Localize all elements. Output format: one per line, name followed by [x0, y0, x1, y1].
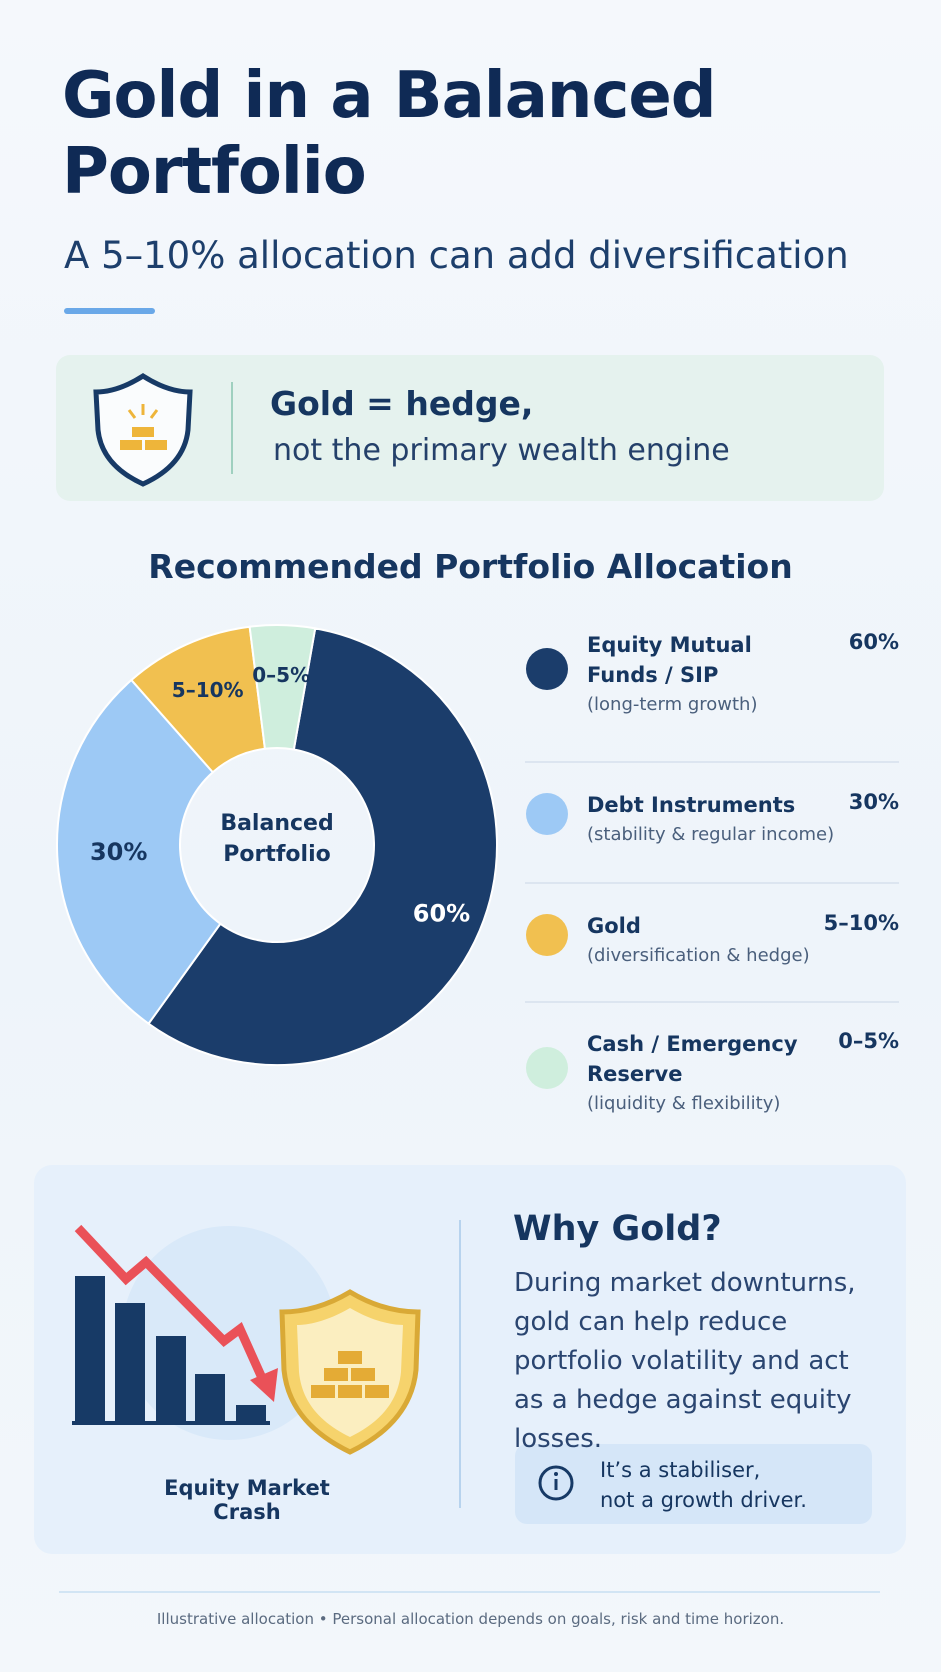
donut-chart: 60% 30% 5–10% 0–5% [56, 624, 498, 1066]
info-icon [538, 1465, 574, 1501]
falling-bars-icon [72, 1276, 270, 1425]
subtitle: A 5–10% allocation can add diversificati… [64, 234, 849, 277]
info-icon-stem [554, 1479, 558, 1490]
slice [56, 678, 222, 1026]
gold-shield-inner [297, 1308, 403, 1437]
legend-value: 60% [848, 630, 899, 654]
accent-line [64, 308, 155, 314]
legend-desc: (diversification & hedge) [587, 945, 810, 966]
legend-value: 0–5% [838, 1029, 899, 1053]
title: Gold in a Balanced Portfolio [62, 59, 717, 209]
why-text: During market downturns, gold can help r… [514, 1268, 856, 1454]
slice-label: 0–5% [252, 663, 310, 687]
arrow-head [250, 1368, 278, 1402]
callout-text: not the primary wealth engine [273, 433, 730, 468]
crash-label: Equity Market Crash [164, 1476, 330, 1524]
legend-name: Cash / Emergency Reserve [587, 1032, 798, 1086]
chart-title: Recommended Portfolio Allocation [148, 547, 793, 586]
legend-value: 30% [848, 790, 899, 814]
callout-box [56, 355, 884, 501]
down-arrow [74, 1224, 267, 1380]
info-icon-dot [554, 1472, 558, 1476]
note-line: It’s a stabiliser, [600, 1458, 761, 1482]
legend-name: Debt Instruments [587, 793, 796, 817]
footer: Illustrative allocation • Personal alloc… [156, 1610, 785, 1628]
legend-swatch [526, 1047, 568, 1089]
legend-desc: (liquidity & flexibility) [587, 1093, 781, 1114]
note-line: not a growth driver. [600, 1488, 807, 1512]
legend-item: Debt Instruments (stability & regular inc… [587, 790, 899, 845]
slice-label: 30% [90, 838, 147, 866]
crash-illustration [72, 1220, 872, 1524]
legend-swatch [526, 648, 568, 690]
callout-title: Gold = hedge, [270, 384, 534, 423]
legend-value: 5–10% [823, 911, 899, 935]
gold-bars [311, 1351, 389, 1398]
note-box [515, 1444, 872, 1524]
slice [147, 627, 498, 1066]
legend-name: Equity Mutual Funds / SIP [587, 633, 752, 687]
why-title: Why Gold? [513, 1209, 722, 1249]
legend-swatch [526, 914, 568, 956]
center-label: Balanced Portfolio [220, 811, 334, 867]
slice [248, 624, 317, 751]
legend-item: Equity Mutual Funds / SIP (long-term grow… [587, 630, 899, 715]
slice-label: 5–10% [172, 678, 244, 702]
callout-icons [93, 373, 233, 487]
legend-name: Gold [587, 914, 641, 938]
slice-label: 60% [413, 899, 470, 927]
note: It’s a stabiliser, not a growth driver. [600, 1455, 807, 1515]
legend-desc: (long-term growth) [587, 694, 758, 715]
legend-desc: (stability & regular income) [587, 824, 835, 845]
legend-item: Cash / Emergency Reserve (liquidity & fle… [587, 1029, 899, 1114]
legend-item: Gold (diversification & hedge) 5–10% [587, 911, 899, 966]
gold-bars-icon [120, 404, 167, 450]
legend-swatch [526, 793, 568, 835]
